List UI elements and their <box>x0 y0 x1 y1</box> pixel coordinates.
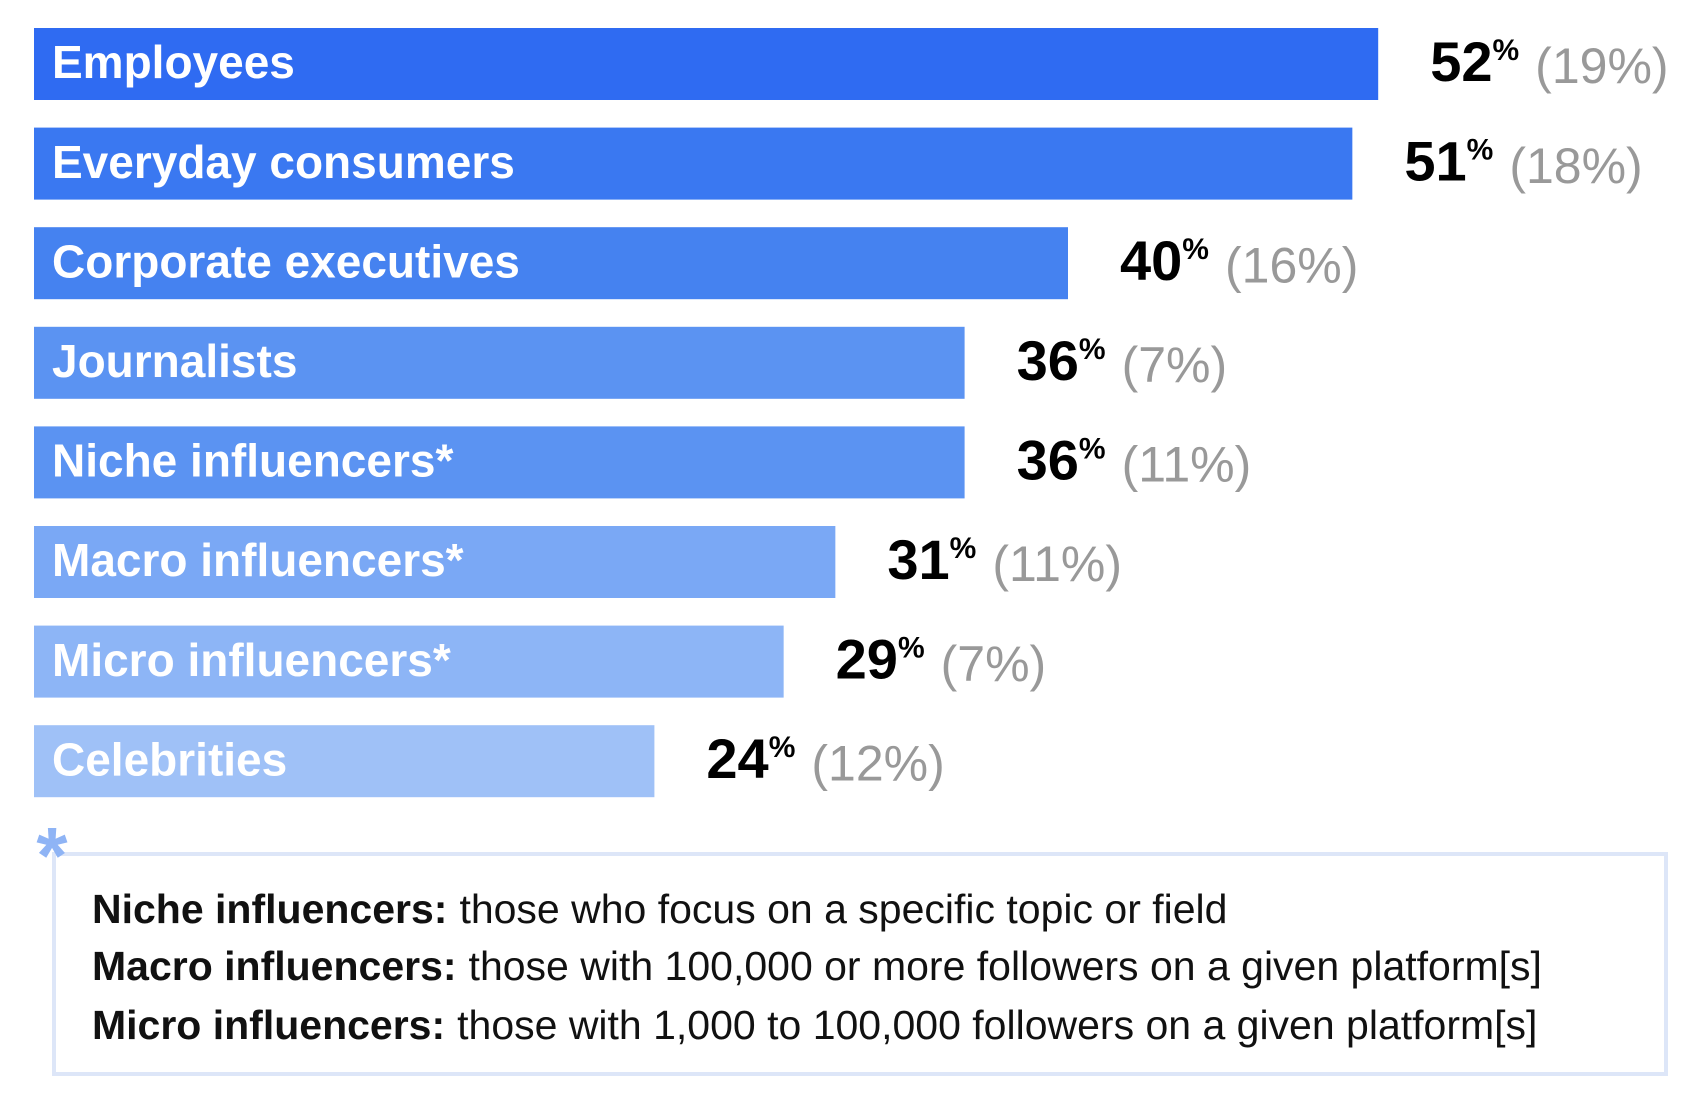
footnote-line: Niche influencers: those who focus on a s… <box>92 886 1227 932</box>
category-label: Celebrities <box>52 733 287 785</box>
footnote-term: Micro influencers: <box>92 1002 445 1048</box>
bar <box>34 625 784 698</box>
value-label: 36% <box>1017 428 1106 491</box>
bar <box>34 326 965 399</box>
value-label: 36% <box>1017 329 1106 392</box>
bar <box>34 725 655 798</box>
footnote-marker: * <box>36 811 68 900</box>
secondary-value-label: (16%) <box>1225 237 1358 293</box>
value-label: 24% <box>706 727 795 790</box>
category-label: Macro influencers* <box>52 534 464 586</box>
category-label: Corporate executives <box>52 235 520 287</box>
secondary-value-label: (11%) <box>992 536 1122 592</box>
category-label: Employees <box>52 36 295 88</box>
category-label: Micro influencers* <box>52 634 451 686</box>
value-label: 52% <box>1430 30 1519 93</box>
category-label: Everyday consumers <box>52 136 515 188</box>
footnote-box <box>52 852 1668 1076</box>
footnote-term: Macro influencers: <box>92 943 457 989</box>
value-label: 40% <box>1120 229 1209 292</box>
value-label: 31% <box>887 528 976 591</box>
secondary-value-label: (12%) <box>811 735 944 791</box>
value-label: 29% <box>836 627 925 690</box>
footnote-text: those who focus on a specific topic or f… <box>459 886 1227 932</box>
footnote-text: those with 1,000 to 100,000 followers on… <box>457 1002 1537 1048</box>
secondary-value-label: (7%) <box>941 636 1047 692</box>
secondary-value-label: (19%) <box>1535 38 1668 94</box>
bar <box>34 227 1068 300</box>
category-label: Niche influencers* <box>52 435 453 487</box>
bar <box>34 127 1353 200</box>
footnote-term: Niche influencers: <box>92 886 447 932</box>
bar <box>34 28 1379 100</box>
footnote-line: Micro influencers: those with 1,000 to 10… <box>92 1002 1537 1048</box>
secondary-value-label: (7%) <box>1122 337 1228 393</box>
category-label: Journalists <box>52 335 297 387</box>
secondary-value-label: (11%) <box>1122 437 1252 493</box>
value-label: 51% <box>1404 129 1493 192</box>
secondary-value-label: (18%) <box>1509 138 1642 194</box>
footnote-line: Macro influencers: those with 100,000 or … <box>92 943 1542 989</box>
footnote-text: those with 100,000 or more followers on … <box>469 943 1542 989</box>
bar <box>34 426 965 499</box>
bar <box>34 526 836 598</box>
